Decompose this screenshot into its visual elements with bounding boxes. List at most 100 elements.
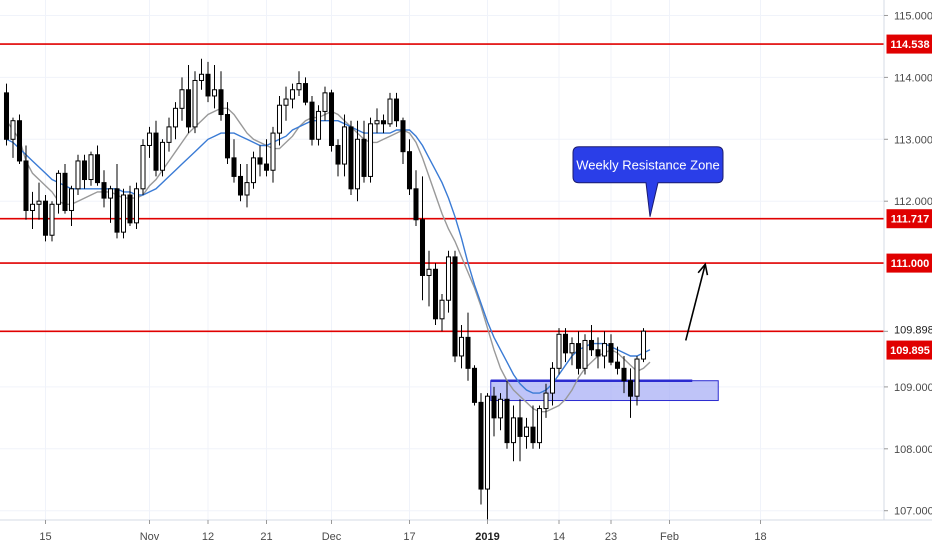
candlesticks (3, 58, 647, 520)
candle-body (198, 73, 205, 81)
candle-body (244, 182, 250, 196)
arrow-line (684, 264, 707, 341)
candle-body (634, 358, 640, 397)
candle-body (562, 333, 569, 354)
candle-body (42, 200, 49, 236)
candle-body (192, 79, 198, 128)
candle-body (458, 336, 465, 357)
candle-body (478, 401, 484, 490)
candle-body (523, 426, 530, 437)
arrow-head (697, 262, 709, 276)
candle-body (517, 417, 523, 437)
candle-body (335, 144, 341, 165)
candle-body (348, 126, 354, 190)
y-tick-label: 114.000 (894, 72, 932, 84)
price-tag-label: 114.538 (890, 39, 929, 51)
candle-body (380, 120, 387, 125)
candle-body (549, 367, 556, 394)
candle-body (270, 132, 276, 171)
x-tick-label: 15 (39, 531, 51, 543)
candle-body (354, 138, 361, 190)
candle-body (452, 256, 458, 357)
candle-body (621, 367, 627, 382)
candle-body (120, 194, 127, 233)
support-zone (490, 379, 719, 402)
price-tag-box (886, 209, 932, 229)
x-tick-label: Dec (322, 531, 342, 543)
candle-body (341, 126, 348, 165)
level-label: 109.898 (894, 324, 932, 336)
candle-body (146, 132, 153, 146)
candle-body (413, 188, 419, 221)
candle-body (445, 256, 452, 301)
price-tag-box (886, 253, 932, 273)
candle-body (166, 126, 172, 143)
candle-body (3, 92, 10, 140)
candle-body (595, 349, 601, 357)
candle-body (88, 154, 94, 181)
candle-body (556, 333, 562, 369)
callout-text: Weekly Resistance Zone (576, 158, 720, 173)
price-tags: 114.538 111.717 111.000 109.898 109.895 (884, 34, 932, 360)
price-tag-box (886, 34, 932, 54)
candle-body (159, 141, 166, 171)
candle-body (582, 339, 588, 369)
candle-body (114, 188, 120, 233)
x-tick-label: 21 (260, 531, 272, 543)
candle-body (315, 110, 322, 140)
candle-body (153, 132, 159, 171)
candle-body (296, 83, 302, 91)
candle-body (309, 101, 315, 140)
candle-body (322, 92, 328, 112)
candle-body (426, 268, 432, 276)
ema-slow-line (6, 119, 651, 394)
candle-body (179, 89, 185, 109)
candle-body (62, 172, 68, 211)
candle-body (627, 380, 634, 397)
candle-body (211, 89, 218, 97)
candle-body (497, 398, 504, 419)
price-tag-label: 111.000 (891, 258, 930, 270)
x-tick-label: 18 (754, 531, 766, 543)
candle-body (75, 160, 81, 190)
candle-body (484, 395, 491, 490)
candle-body (432, 268, 439, 320)
candle-body (491, 395, 497, 419)
candle-body (387, 98, 393, 125)
x-tick-label: Nov (140, 531, 160, 543)
price-axis[interactable]: 115.000 114.000 113.000 112.000 109.000 108.0… (884, 10, 932, 518)
candle-body (601, 343, 608, 357)
y-tick-label: 115.000 (894, 10, 932, 22)
candle-body (231, 157, 237, 177)
candle-body (504, 398, 510, 444)
candle-body (185, 89, 192, 128)
candle-body (94, 154, 101, 184)
candle-body (510, 417, 517, 444)
candle-body (361, 138, 367, 177)
x-tick-label: 17 (403, 531, 415, 543)
candle-body (55, 172, 62, 205)
moving-averages (5, 107, 651, 413)
y-tick-label: 107.000 (894, 506, 932, 518)
candle-body (81, 160, 88, 181)
candle-body (101, 182, 107, 199)
x-tick-label: 23 (605, 531, 617, 543)
candle-body (419, 219, 426, 276)
candle-body (257, 157, 263, 165)
support-zone-box (490, 380, 719, 402)
callout-box (572, 146, 724, 217)
horizontal-levels (0, 43, 884, 333)
candle-body (263, 163, 270, 171)
candle-body (569, 343, 575, 354)
candle-body (471, 367, 478, 403)
candle-body (588, 339, 595, 351)
time-axis[interactable]: 15 Nov 12 21 Dec 17 2019 14 23 Feb 18 (39, 520, 767, 543)
x-tick-label: 14 (553, 531, 565, 543)
candle-body (374, 120, 380, 125)
y-tick-label: 108.000 (894, 444, 932, 456)
candle-body (543, 392, 549, 410)
candle-body (49, 203, 55, 236)
candle-body (393, 98, 400, 122)
